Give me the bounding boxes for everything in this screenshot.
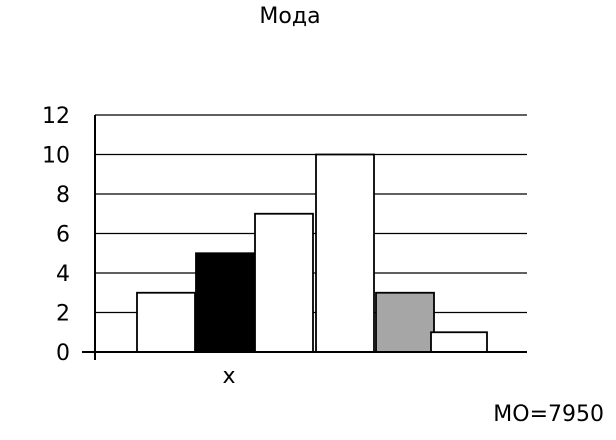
bar <box>195 252 255 353</box>
x-axis-label: x <box>222 364 235 389</box>
bar <box>315 153 375 353</box>
y-tick-label: 10 <box>42 144 70 169</box>
chart-title: Мода <box>259 4 321 29</box>
y-tick-label: 8 <box>56 183 70 208</box>
mode-formula-label: МО=7950 <box>493 402 604 427</box>
bar <box>254 212 314 353</box>
y-tick-label: 0 <box>56 341 70 366</box>
y-tick-label: 6 <box>56 223 70 248</box>
y-tick-label: 4 <box>56 262 70 287</box>
bar <box>136 291 196 353</box>
y-tick-label: 2 <box>56 302 70 327</box>
bar <box>430 331 488 353</box>
y-tick-label: 12 <box>42 104 70 129</box>
bar <box>375 291 435 353</box>
